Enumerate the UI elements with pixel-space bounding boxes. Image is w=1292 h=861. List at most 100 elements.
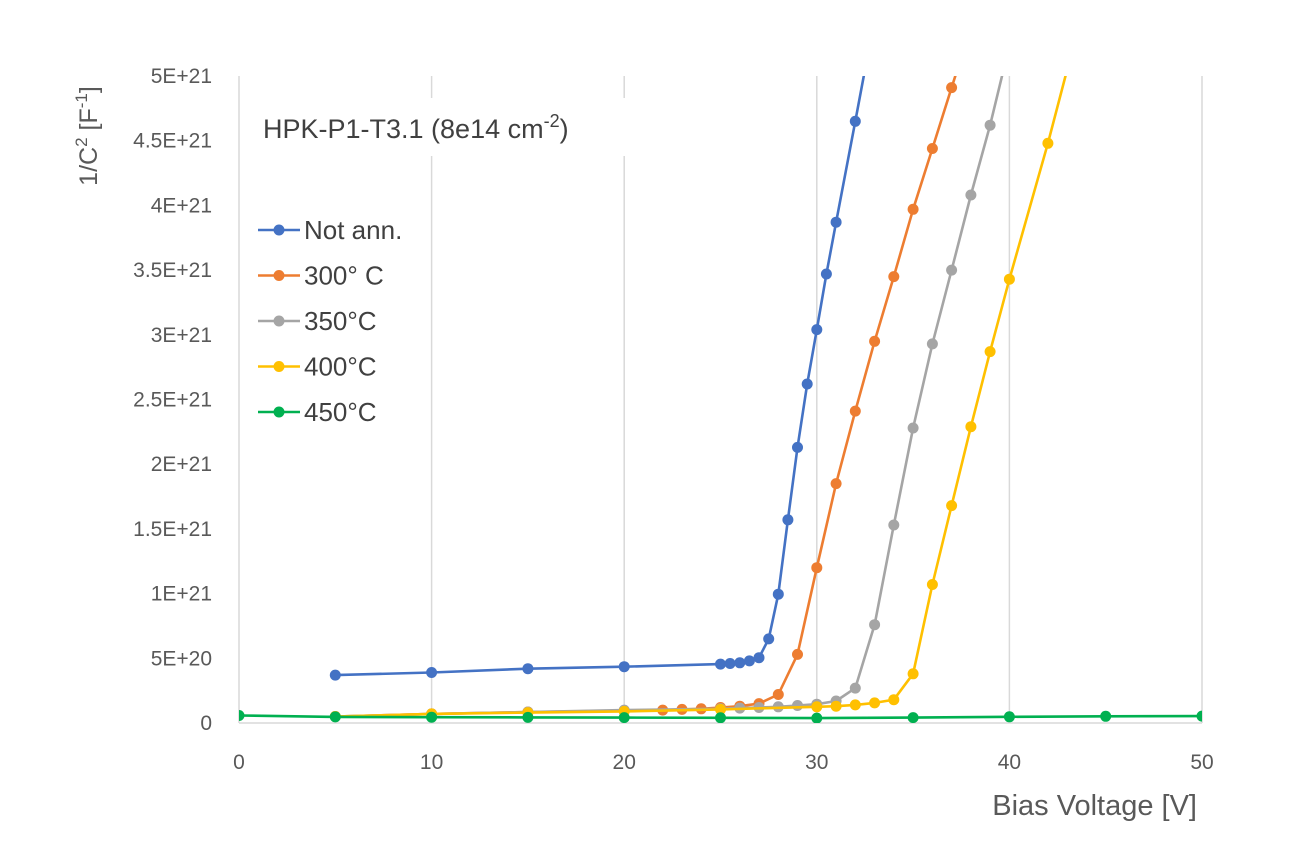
- data-point: [820, 268, 832, 280]
- x-tick-label: 0: [233, 751, 245, 774]
- x-tick-label: 40: [998, 751, 1021, 774]
- data-point: [734, 657, 746, 669]
- data-point: [984, 346, 996, 358]
- legend-marker: [273, 270, 285, 281]
- data-point: [965, 421, 977, 433]
- annotation-background: [252, 98, 640, 156]
- y-title-main: 1/C: [75, 147, 103, 186]
- data-point: [426, 711, 438, 723]
- data-point: [869, 697, 881, 709]
- y-title-close: ]: [75, 86, 103, 93]
- series-4: [239, 710, 1202, 723]
- data-point: [522, 663, 534, 675]
- series-line: [335, 76, 957, 718]
- x-tick-label: 10: [420, 751, 443, 774]
- y-tick-label: 1E+21: [151, 583, 212, 606]
- data-point: [907, 422, 919, 434]
- legend-label: 400°C: [304, 352, 377, 382]
- data-point: [946, 500, 958, 512]
- data-point: [801, 378, 813, 390]
- data-point: [946, 264, 958, 276]
- legend-label: Not ann.: [304, 215, 402, 245]
- data-point: [715, 712, 726, 723]
- data-point: [239, 710, 245, 721]
- data-point: [907, 712, 919, 723]
- data-point: [715, 703, 726, 715]
- data-point: [907, 668, 919, 680]
- data-point: [782, 514, 794, 526]
- legend-label: 350°C: [304, 306, 377, 336]
- legend-marker: [273, 315, 285, 327]
- data-point: [984, 119, 996, 131]
- data-point: [772, 588, 784, 600]
- legend-item: 400°C: [258, 352, 377, 382]
- x-axis-title: Bias Voltage [V]: [992, 790, 1197, 822]
- data-point: [849, 699, 861, 711]
- data-point: [792, 700, 803, 711]
- annotation-sup: -2: [544, 111, 560, 131]
- data-point: [946, 82, 958, 94]
- data-point: [724, 658, 736, 669]
- data-point: [772, 689, 784, 700]
- data-point: [618, 712, 630, 723]
- y-tick-label: 3E+21: [151, 324, 212, 347]
- legend-item: 350°C: [258, 306, 377, 336]
- data-point: [849, 405, 861, 417]
- data-point: [753, 652, 765, 664]
- data-point: [1003, 273, 1015, 285]
- data-point: [1196, 710, 1202, 722]
- data-point: [618, 661, 630, 673]
- data-point: [869, 619, 881, 631]
- y-axis-title: 1/C2 [F-1]: [72, 86, 103, 186]
- y-tick-label: 2E+21: [151, 453, 212, 476]
- data-point: [763, 633, 775, 645]
- y-tick-label: 1.5E+21: [133, 518, 212, 541]
- data-point: [830, 700, 842, 712]
- y-tick-label: 5E+20: [151, 647, 212, 670]
- data-point: [869, 335, 881, 347]
- data-point: [522, 711, 534, 723]
- data-point: [811, 562, 823, 574]
- y-title-mid: [F: [75, 108, 103, 137]
- data-point: [715, 658, 726, 670]
- data-point: [1042, 137, 1054, 149]
- x-axis-ticks: 0 10 20 30 40 50: [233, 751, 1214, 774]
- data-point: [907, 203, 919, 215]
- data-point: [849, 115, 861, 127]
- data-point: [792, 648, 803, 660]
- y-axis-ticks: 0 5E+20 1E+21 1.5E+21 2E+21 2.5E+21 3E+21 3.5E+…: [133, 65, 212, 735]
- y-tick-label: 4.5E+21: [133, 130, 212, 153]
- series-3: [329, 76, 1067, 722]
- y-tick-label: 3.5E+21: [133, 259, 212, 282]
- data-point: [329, 669, 341, 681]
- data-point: [830, 478, 842, 490]
- data-point: [811, 701, 823, 713]
- y-title-sup2: -1: [72, 93, 91, 108]
- series-line: [335, 76, 1004, 718]
- legend-marker: [273, 361, 285, 372]
- data-point: [849, 682, 861, 694]
- data-point: [965, 189, 977, 201]
- data-point: [426, 667, 438, 678]
- data-point: [1003, 711, 1015, 723]
- x-tick-label: 50: [1190, 751, 1213, 774]
- series-0: [329, 76, 866, 681]
- data-point: [811, 712, 823, 723]
- data-point: [926, 143, 938, 154]
- y-title-sup1: 2: [72, 137, 91, 146]
- data-point: [888, 519, 900, 531]
- data-point: [811, 324, 823, 336]
- series-group: [239, 76, 1202, 723]
- data-point: [926, 579, 938, 590]
- annotation-main: HPK-P1-T3.1 (8e14 cm: [263, 114, 544, 144]
- series-line: [335, 76, 1067, 718]
- legend-item: 450°C: [258, 397, 377, 427]
- y-tick-label: 2.5E+21: [133, 389, 212, 412]
- y-tick-label: 4E+21: [151, 194, 212, 217]
- legend-label: 300° C: [304, 261, 384, 291]
- data-point: [888, 694, 900, 706]
- data-point: [830, 216, 842, 228]
- data-point: [888, 271, 900, 283]
- legend-label: 450°C: [304, 397, 377, 427]
